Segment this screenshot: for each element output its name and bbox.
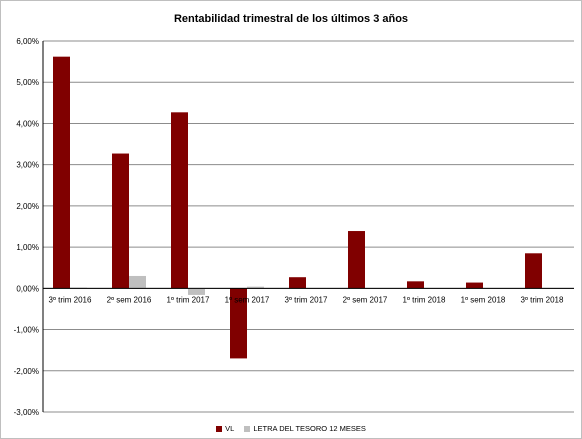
y-tick-label: 3,00% <box>16 161 39 170</box>
bar-vl <box>525 253 542 289</box>
y-tick-label: 0,00% <box>16 284 39 293</box>
x-tick-label: 1º sem 2017 <box>225 295 270 304</box>
legend-item-vl: VL <box>216 424 234 433</box>
legend-swatch-letra <box>244 425 251 432</box>
y-tick-label: -1,00% <box>14 326 39 335</box>
bar-vl <box>407 281 424 289</box>
bar-vl <box>171 112 188 289</box>
y-tick-label: 4,00% <box>16 119 39 128</box>
bar-letra <box>188 288 205 295</box>
x-tick-label: 3º trim 2017 <box>285 295 328 304</box>
y-tick-label: -2,00% <box>14 367 39 376</box>
legend-label-letra: LETRA DEL TESORO 12 MESES <box>253 424 366 433</box>
bar-vl <box>348 231 365 289</box>
chart-title: Rentabilidad trimestral de los últimos 3… <box>173 13 409 25</box>
bar-vl <box>53 56 70 289</box>
legend-swatch-vl <box>216 425 223 432</box>
x-tick-label: 3º trim 2016 <box>49 295 92 304</box>
legend-item-letra: LETRA DEL TESORO 12 MESES <box>244 424 366 433</box>
x-tick-label: 1º trim 2018 <box>403 295 446 304</box>
x-tick-label: 2º sem 2016 <box>107 295 152 304</box>
legend: VL LETRA DEL TESORO 12 MESES <box>0 424 582 434</box>
x-tick-label: 1º trim 2017 <box>167 295 210 304</box>
bar-vl <box>230 288 247 359</box>
bar-vl <box>112 153 129 289</box>
y-tick-label: -3,00% <box>14 408 39 417</box>
y-tick-label: 6,00% <box>16 37 39 46</box>
x-tick-label: 1º sem 2018 <box>461 295 506 304</box>
x-tick-label: 3º trim 2018 <box>521 295 564 304</box>
y-tick-label: 1,00% <box>16 243 39 252</box>
y-tick-label: 5,00% <box>16 78 39 87</box>
x-tick-label: 2º sem 2017 <box>343 295 388 304</box>
bar-vl <box>466 282 483 289</box>
bar-vl <box>289 277 306 289</box>
legend-label-vl: VL <box>225 424 235 433</box>
bar-letra <box>129 275 146 289</box>
bar-letra <box>247 286 264 289</box>
y-tick-label: 2,00% <box>16 202 39 211</box>
